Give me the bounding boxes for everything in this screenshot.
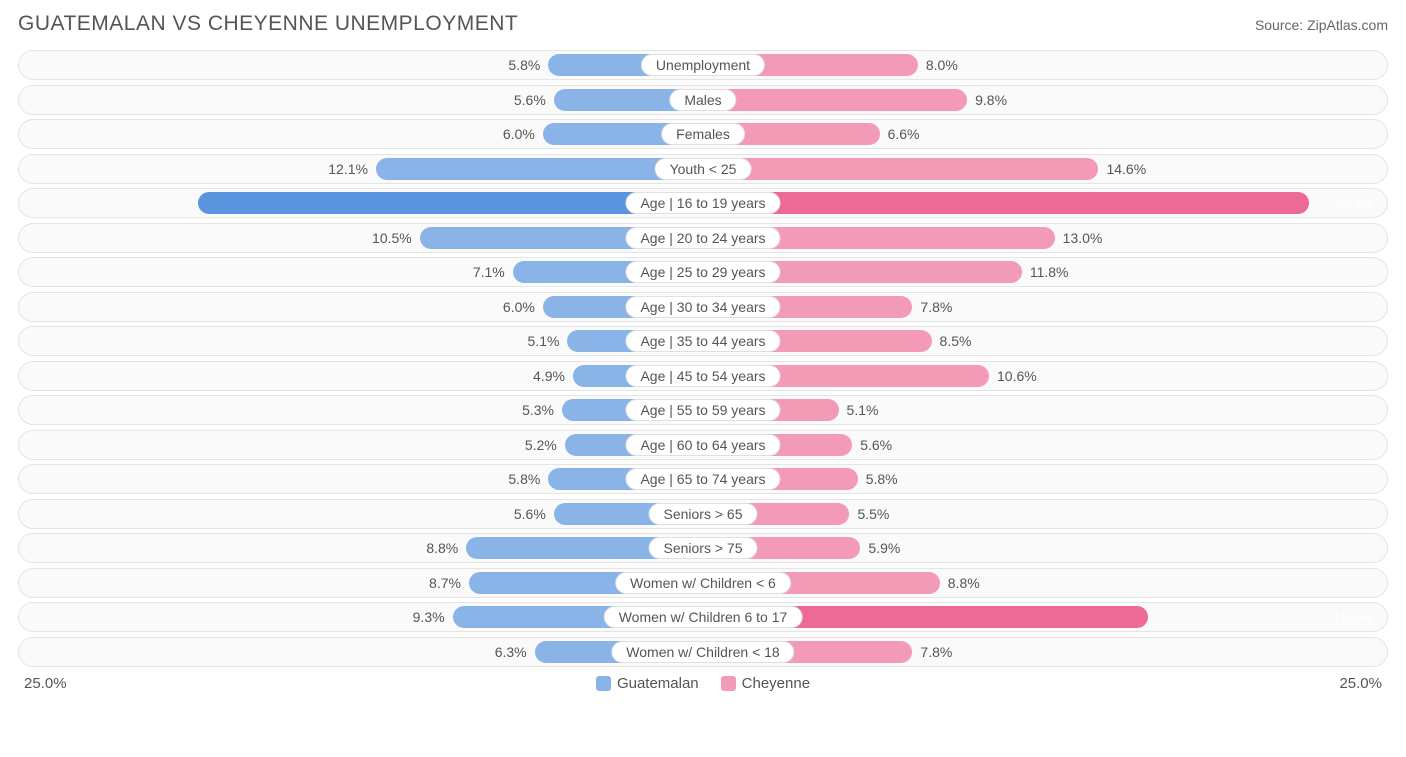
axis-max-right: 25.0% — [1339, 675, 1382, 692]
chart-row: 5.2% 5.6% Age | 60 to 64 years — [18, 430, 1388, 460]
chart-footer: 25.0% Guatemalan Cheyenne 25.0% — [18, 675, 1388, 692]
bar-right — [699, 192, 1309, 214]
value-left: 6.3% — [495, 641, 535, 663]
value-right: 9.8% — [967, 89, 1007, 111]
value-right: 16.4% — [1325, 606, 1383, 628]
legend-label-right: Cheyenne — [742, 675, 810, 692]
value-right: 7.8% — [912, 296, 952, 318]
category-label: Women w/ Children < 18 — [611, 641, 794, 663]
chart-row: 5.8% 8.0% Unemployment — [18, 50, 1388, 80]
chart-row: 9.3% 16.4% Women w/ Children 6 to 17 — [18, 602, 1388, 632]
category-label: Age | 45 to 54 years — [625, 365, 780, 387]
chart-row: 8.8% 5.9% Seniors > 75 — [18, 533, 1388, 563]
value-right: 8.5% — [932, 330, 972, 352]
legend-swatch-left — [596, 676, 611, 691]
category-label: Age | 30 to 34 years — [625, 296, 780, 318]
category-label: Age | 20 to 24 years — [625, 227, 780, 249]
category-label: Age | 16 to 19 years — [625, 192, 780, 214]
diverging-bar-chart: 5.8% 8.0% Unemployment 5.6% 9.8% Males 6.0% 6.6… — [18, 50, 1388, 667]
chart-row: 6.0% 7.8% Age | 30 to 34 years — [18, 292, 1388, 322]
value-left: 5.1% — [528, 330, 568, 352]
chart-source: Source: ZipAtlas.com — [1255, 17, 1388, 33]
bar-right — [699, 158, 1098, 180]
axis-max-left: 25.0% — [24, 675, 67, 692]
category-label: Males — [669, 89, 736, 111]
category-label: Unemployment — [641, 54, 765, 76]
value-left: 9.3% — [413, 606, 453, 628]
value-right: 7.8% — [912, 641, 952, 663]
value-right: 6.6% — [880, 123, 920, 145]
value-right: 8.8% — [940, 572, 980, 594]
category-label: Seniors > 75 — [649, 537, 758, 559]
value-left: 5.2% — [525, 434, 565, 456]
chart-row: 4.9% 10.6% Age | 45 to 54 years — [18, 361, 1388, 391]
value-right: 5.9% — [860, 537, 900, 559]
value-left: 4.9% — [533, 365, 573, 387]
value-right: 8.0% — [918, 54, 958, 76]
bar-right — [699, 89, 967, 111]
category-label: Women w/ Children 6 to 17 — [604, 606, 803, 628]
chart-row: 5.1% 8.5% Age | 35 to 44 years — [18, 326, 1388, 356]
chart-title: GUATEMALAN VS CHEYENNE UNEMPLOYMENT — [18, 12, 518, 36]
source-prefix: Source: — [1255, 17, 1307, 33]
value-left: 6.0% — [503, 296, 543, 318]
category-label: Age | 35 to 44 years — [625, 330, 780, 352]
value-right: 5.8% — [858, 468, 898, 490]
category-label: Age | 65 to 74 years — [625, 468, 780, 490]
legend-item-right: Cheyenne — [721, 675, 810, 692]
category-label: Age | 55 to 59 years — [625, 399, 780, 421]
category-label: Age | 60 to 64 years — [625, 434, 780, 456]
value-left: 10.5% — [372, 227, 420, 249]
legend-label-left: Guatemalan — [617, 675, 699, 692]
value-left: 12.1% — [328, 158, 376, 180]
chart-row: 18.6%22.3%Age | 16 to 19 years — [18, 188, 1388, 218]
value-left: 8.8% — [426, 537, 466, 559]
value-right: 5.6% — [852, 434, 892, 456]
category-label: Seniors > 65 — [649, 503, 758, 525]
category-label: Females — [661, 123, 745, 145]
chart-row: 10.5% 13.0% Age | 20 to 24 years — [18, 223, 1388, 253]
value-right: 5.1% — [839, 399, 879, 421]
value-right: 11.8% — [1022, 261, 1069, 283]
value-left: 8.7% — [429, 572, 469, 594]
chart-row: 5.6% 5.5% Seniors > 65 — [18, 499, 1388, 529]
chart-row: 5.3% 5.1% Age | 55 to 59 years — [18, 395, 1388, 425]
value-left: 6.0% — [503, 123, 543, 145]
legend-item-left: Guatemalan — [596, 675, 699, 692]
value-left: 5.8% — [508, 468, 548, 490]
chart-header: GUATEMALAN VS CHEYENNE UNEMPLOYMENT Sour… — [18, 12, 1388, 36]
value-right: 5.5% — [849, 503, 889, 525]
chart-row: 6.3% 7.8% Women w/ Children < 18 — [18, 637, 1388, 667]
value-right: 10.6% — [989, 365, 1037, 387]
value-left: 5.6% — [514, 89, 554, 111]
legend-swatch-right — [721, 676, 736, 691]
value-left: 5.8% — [508, 54, 548, 76]
value-right: 13.0% — [1055, 227, 1103, 249]
category-label: Age | 25 to 29 years — [625, 261, 780, 283]
legend: Guatemalan Cheyenne — [67, 675, 1340, 692]
category-label: Women w/ Children < 6 — [615, 572, 791, 594]
chart-row: 12.1% 14.6% Youth < 25 — [18, 154, 1388, 184]
value-right: 22.3% — [1325, 192, 1383, 214]
source-link[interactable]: ZipAtlas.com — [1307, 17, 1388, 33]
chart-row: 7.1% 11.8% Age | 25 to 29 years — [18, 257, 1388, 287]
value-left: 5.3% — [522, 399, 562, 421]
value-left: 7.1% — [473, 261, 513, 283]
value-left: 5.6% — [514, 503, 554, 525]
category-label: Youth < 25 — [655, 158, 752, 180]
chart-row: 5.6% 9.8% Males — [18, 85, 1388, 115]
chart-row: 5.8% 5.8% Age | 65 to 74 years — [18, 464, 1388, 494]
chart-row: 8.7% 8.8% Women w/ Children < 6 — [18, 568, 1388, 598]
value-right: 14.6% — [1098, 158, 1146, 180]
chart-row: 6.0% 6.6% Females — [18, 119, 1388, 149]
